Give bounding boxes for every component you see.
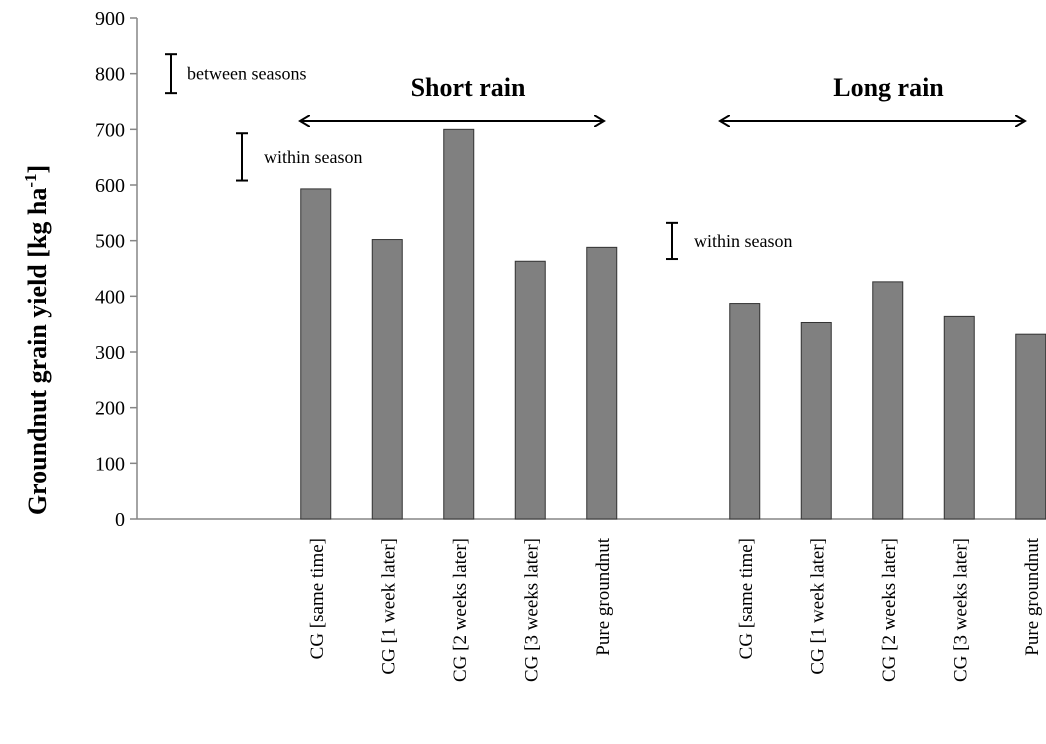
bar — [1015, 333, 1046, 520]
x-tick-label: CG [same time] — [736, 538, 757, 659]
x-tick-label: CG [2 weeks later] — [879, 538, 900, 682]
x-tick-label: CG [same time] — [307, 538, 328, 659]
error-bar-label: within season — [264, 147, 363, 167]
error-bar-label: within season — [694, 231, 793, 251]
season-labels: Short rain Long rain — [300, 73, 1025, 121]
y-tick-label: 0 — [115, 509, 125, 531]
y-tick-label: 900 — [95, 8, 125, 30]
x-tick-label: CG [3 weeks later] — [521, 538, 542, 682]
x-tick-label: CG [3 weeks later] — [950, 538, 971, 682]
bar — [514, 260, 546, 520]
error-bars: between seasons within season within seaso… — [165, 53, 793, 261]
y-tick-label: 800 — [95, 64, 125, 86]
y-tick-label: 500 — [95, 231, 125, 253]
y-tick-label: 100 — [95, 453, 125, 475]
y-tick-label: 300 — [95, 342, 125, 364]
y-tick-label: 700 — [95, 119, 125, 141]
y-axis-label-main: Groundnut grain yield [kg ha — [23, 188, 52, 516]
y-axis-label: Groundnut grain yield [kg ha-1] — [21, 165, 52, 515]
y-axis-label-sup: -1 — [21, 173, 40, 187]
error-bar — [666, 221, 678, 261]
x-tick-label: CG [1 week later] — [807, 538, 828, 675]
error-bar — [236, 132, 248, 182]
bar — [371, 239, 403, 520]
y-tick-label: 200 — [95, 398, 125, 420]
bar — [586, 246, 618, 520]
error-bar-label: between seasons — [187, 64, 306, 84]
bar — [800, 321, 832, 520]
x-tick-label: CG [1 week later] — [378, 538, 399, 675]
x-tick-label: CG [2 weeks later] — [450, 538, 471, 682]
season-label: Short rain — [411, 73, 526, 102]
x-tick-label: Pure groundnut — [1022, 537, 1043, 655]
y-tick-label: 400 — [95, 286, 125, 308]
bar — [443, 128, 475, 520]
y-axis-label-close: ] — [23, 165, 52, 174]
bar — [300, 188, 332, 520]
bars — [300, 128, 1046, 520]
season-label: Long rain — [833, 73, 944, 102]
bar — [872, 281, 904, 520]
axes: 0 100 200 300 400 500 600 700 800 900 — [95, 8, 1046, 531]
y-tick-label: 600 — [95, 175, 125, 197]
category-labels: CG [same time] CG [1 week later] CG [2 wee… — [307, 537, 1043, 682]
bar — [729, 303, 761, 520]
bar — [943, 315, 975, 520]
x-tick-label: Pure groundnut — [593, 537, 614, 655]
error-bar — [165, 53, 177, 95]
